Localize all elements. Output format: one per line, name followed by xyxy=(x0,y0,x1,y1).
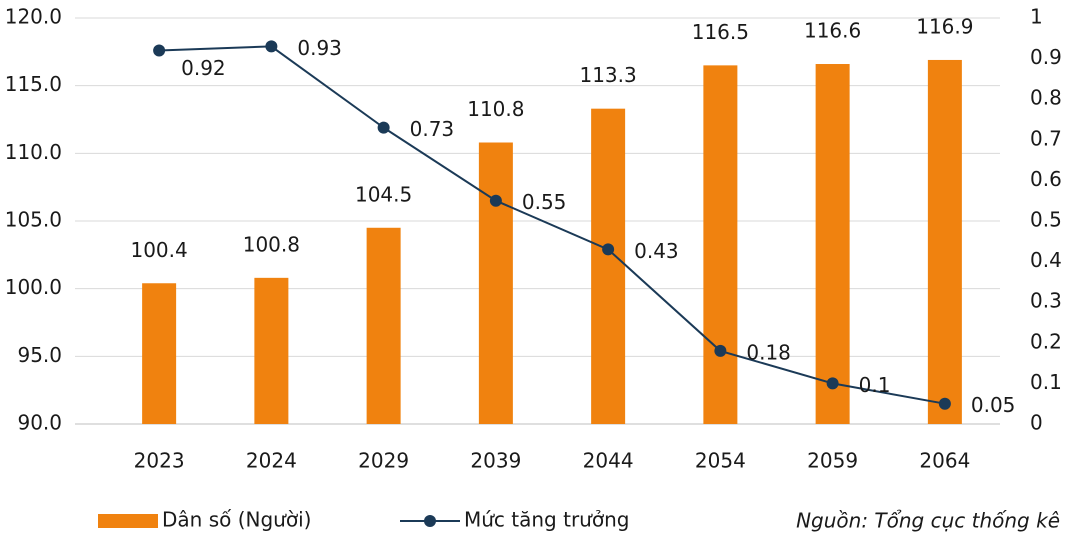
y2-tick-label: 0.3 xyxy=(1030,289,1062,313)
x-tick-label: 2024 xyxy=(246,449,297,473)
bar xyxy=(254,277,289,424)
y2-tick-label: 0.5 xyxy=(1030,208,1062,232)
bar-value-label: 110.8 xyxy=(467,97,524,121)
bar xyxy=(703,65,738,424)
bar xyxy=(366,227,401,424)
line-point xyxy=(826,377,839,390)
x-tick-label: 2059 xyxy=(807,449,858,473)
y-tick-label: 115.0 xyxy=(5,72,62,96)
y2-tick-label: 0.4 xyxy=(1030,248,1062,272)
y2-tick-label: 0 xyxy=(1030,411,1043,435)
line-value-label: 0.93 xyxy=(297,36,342,60)
bar-value-label: 100.8 xyxy=(243,232,300,256)
y-tick-label: 105.0 xyxy=(5,208,62,232)
y2-tick-label: 0.8 xyxy=(1030,86,1062,110)
bar-value-label: 113.3 xyxy=(579,63,636,87)
source: Nguồn: Tổng cục thống kê xyxy=(796,509,1060,533)
line-value-label: 0.1 xyxy=(859,373,891,397)
y2-tick-label: 0.2 xyxy=(1030,329,1062,353)
y2-tick-label: 0.6 xyxy=(1030,167,1062,191)
y2-tick-label: 0.9 xyxy=(1030,45,1062,69)
x-tick-label: 2054 xyxy=(695,449,746,473)
line-value-label: 0.55 xyxy=(522,190,567,214)
line-point xyxy=(714,344,727,357)
line-point xyxy=(377,121,390,134)
y2-tick-label: 1 xyxy=(1030,5,1043,29)
line-point xyxy=(265,40,278,53)
line-point xyxy=(938,397,951,410)
y-tick-label: 90.0 xyxy=(17,411,62,435)
line-value-label: 0.92 xyxy=(181,56,226,80)
x-tick-label: 2039 xyxy=(470,449,521,473)
line-value-label: 0.18 xyxy=(746,340,791,364)
line-value-label: 0.43 xyxy=(634,239,679,263)
legend-label: Mức tăng trưởng xyxy=(464,508,629,532)
bar-value-label: 104.5 xyxy=(355,182,412,206)
bar xyxy=(142,283,177,424)
x-tick-label: 2029 xyxy=(358,449,409,473)
y-tick-label: 100.0 xyxy=(5,275,62,299)
legend-swatch-dot xyxy=(424,515,436,527)
y2-tick-label: 0.7 xyxy=(1030,126,1062,150)
line-value-label: 0.73 xyxy=(410,117,455,141)
line-point xyxy=(489,194,502,207)
line xyxy=(159,45,946,405)
bar-value-label: 116.6 xyxy=(804,19,861,43)
bar xyxy=(478,142,513,425)
bar-value-label: 116.5 xyxy=(692,20,749,44)
x-tick-label: 2044 xyxy=(583,449,634,473)
y-tick-label: 120.0 xyxy=(5,5,62,29)
line-point xyxy=(602,243,615,256)
bar xyxy=(591,108,626,424)
bar-value-label: 116.9 xyxy=(916,14,973,38)
x-tick-label: 2023 xyxy=(134,449,185,473)
bar-value-label: 100.4 xyxy=(130,238,187,262)
x-tick-label: 2064 xyxy=(919,449,970,473)
line-value-label: 0.05 xyxy=(971,393,1016,417)
y2-tick-label: 0.1 xyxy=(1030,370,1062,394)
line-point xyxy=(153,44,166,57)
legend-label: Dân số (Người) xyxy=(162,508,311,532)
bar xyxy=(815,64,850,424)
bar xyxy=(927,59,962,424)
y-tick-label: 95.0 xyxy=(17,343,62,367)
y-tick-label: 110.0 xyxy=(5,140,62,164)
legend-swatch xyxy=(98,514,158,528)
